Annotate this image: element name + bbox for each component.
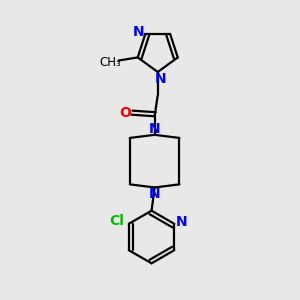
Text: CH₃: CH₃ bbox=[99, 56, 121, 69]
Text: Cl: Cl bbox=[110, 214, 124, 228]
Text: N: N bbox=[154, 72, 166, 86]
Text: O: O bbox=[119, 106, 131, 120]
Text: N: N bbox=[175, 215, 187, 229]
Text: N: N bbox=[149, 187, 161, 201]
Text: N: N bbox=[133, 25, 144, 39]
Text: N: N bbox=[149, 122, 161, 136]
